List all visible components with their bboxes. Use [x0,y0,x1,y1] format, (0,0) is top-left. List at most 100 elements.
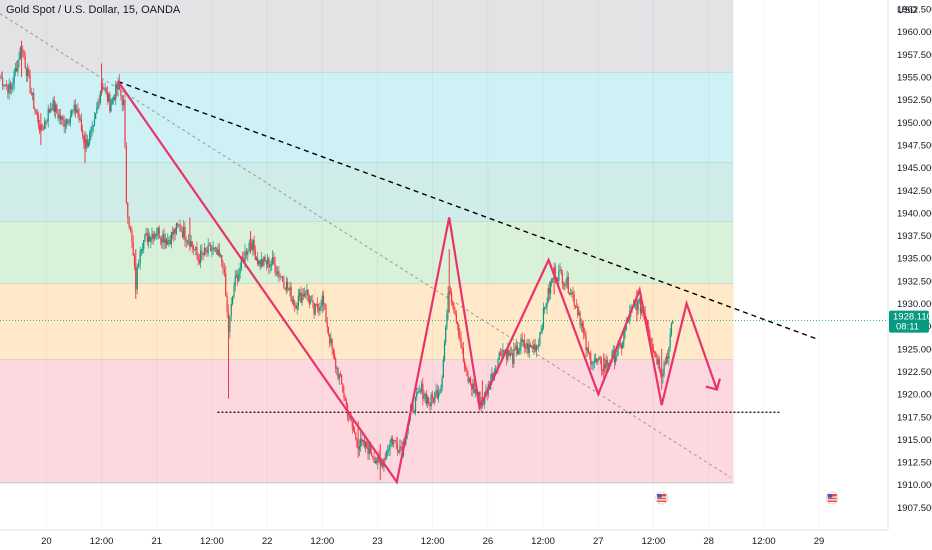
candle-down [619,343,621,346]
candle-down [300,292,302,303]
candle-up [255,257,258,260]
candle-down [561,273,563,284]
candle-down [124,99,126,147]
candle-up [115,84,117,100]
candle-down [216,247,218,255]
candle-down [191,241,193,247]
candle-up [531,346,533,348]
candle-down [529,344,532,348]
flag-stripes [657,494,667,502]
candle-down [77,109,79,114]
candle-down [345,399,347,405]
candle-down [290,287,292,302]
candle-up [580,323,582,326]
candle-down [599,357,601,360]
flag-canton [657,494,662,498]
candle-down [639,298,642,313]
candle-up [112,97,114,99]
price-tick-label: 1925.000 [897,344,932,355]
candle-down [30,93,32,95]
candle-down [312,300,314,303]
candle-up [95,113,97,120]
candle-up [239,268,241,274]
price-tick-label: 1935.000 [897,254,932,265]
candle-up [437,392,440,399]
candle-up [50,109,52,113]
us-event-flag-2[interactable] [825,491,839,505]
candle-down [384,458,386,460]
time-axis-panel[interactable] [0,530,932,550]
candle-down [146,233,148,242]
candle-up [140,249,142,252]
candle-down [106,91,109,102]
candle-up [52,100,54,111]
candle-down [459,335,461,339]
candle-down [197,255,199,260]
candle-down [59,114,62,120]
candle-down [348,416,350,418]
price-axis[interactable]: 1962.500 1960.000 1957.500 1955.000 1952.500… [897,5,932,514]
candle-down [268,257,270,268]
price-tag-background [889,310,929,333]
candle-up [153,234,155,240]
candle-up [594,358,597,362]
candle-down [572,292,574,295]
candle-down [316,304,319,309]
candle-up [319,307,321,311]
candle-down [161,238,163,243]
candle-up [662,373,664,377]
events-layer[interactable] [655,491,839,505]
candle-up [267,257,269,265]
us-event-flag-1[interactable] [655,491,669,505]
candle-up [97,102,99,108]
candle-up [157,227,159,234]
candle-up [151,233,153,238]
time-tick-label: 23 [372,536,383,547]
candle-up [578,312,580,316]
candle-up [314,304,316,315]
candle-down [554,266,556,279]
candle-down [503,349,505,352]
candle-up [377,455,379,463]
candle-up [279,276,281,278]
candle-down [152,233,154,240]
time-tick-label: 28 [703,536,714,547]
candle-down [652,348,655,353]
candle-up [670,323,673,335]
candle-up [156,233,158,236]
candle-up [72,110,74,112]
candle-up [434,392,436,403]
candle-down [650,338,652,344]
candle-down [579,312,581,326]
candle-down [278,271,280,277]
candle-up [31,93,34,95]
candle-up [263,256,265,266]
time-tick-label: 12:00 [310,536,334,547]
candle-up [71,111,73,117]
candle-down [512,353,514,364]
candle-up [669,334,671,348]
candle-down [315,304,317,305]
current-price-value: 1928.110 [893,312,932,323]
time-axis[interactable]: 20 12:00 21 12:00 22 12:00 23 12:00 26 12:00 27 12:… [41,536,824,547]
candle-up [43,121,46,130]
candle-up [296,305,298,309]
candle-up [320,306,322,308]
candle-down [431,394,433,398]
candle-up [18,59,20,61]
candle-down [174,229,176,234]
candle-down [577,306,579,316]
candle-up [513,349,515,364]
candle-up [141,248,144,250]
candle-down [23,50,25,58]
candle-up [258,260,260,265]
candle-down [514,349,516,350]
candle-up [0,77,1,78]
candle-down [557,278,559,281]
candle-up [498,352,500,361]
candle-up [418,390,420,393]
candle-down [396,443,399,451]
price-axis-panel[interactable] [888,0,932,530]
